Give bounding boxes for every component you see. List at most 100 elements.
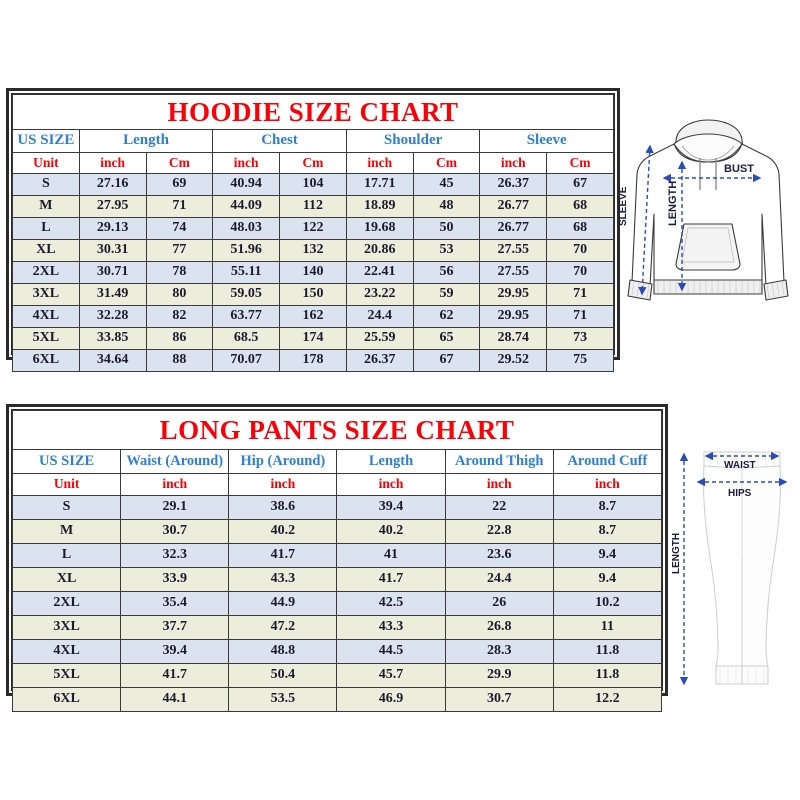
- measurement-cell: 43.3: [228, 567, 338, 592]
- measurement-cell: 8.7: [552, 519, 663, 544]
- table-row: XL 33.9 43.3 41.7 24.4 9.4: [11, 567, 663, 592]
- measurement-cell: 69: [145, 173, 214, 196]
- unit-header: inch: [120, 473, 230, 496]
- length-label: LENGTH: [667, 181, 679, 226]
- unit-header: inch: [479, 152, 548, 174]
- measurement-cell: 75: [546, 349, 614, 372]
- measurement-cell: 50: [412, 217, 481, 240]
- hoodie-chart-inner: HOODIE SIZE CHART US SIZE Length Chest Shoul…: [11, 93, 615, 372]
- pants-chart-inner: LONG PANTS SIZE CHART US SIZE Waist (Aroun…: [11, 409, 663, 712]
- size-label-cell: 2XL: [11, 591, 122, 616]
- title-row: HOODIE SIZE CHART: [12, 94, 614, 130]
- measurement-cell: 132: [279, 239, 347, 262]
- size-label-cell: 3XL: [11, 615, 122, 640]
- measurement-cell: 35.4: [120, 591, 230, 616]
- table-row: M 30.7 40.2 40.2 22.8 8.7: [11, 519, 663, 544]
- measurement-cell: 18.89: [345, 195, 414, 218]
- unit-row: Unit inch inch inch inch inch: [11, 473, 663, 496]
- us-size-header: US SIZE: [12, 129, 80, 153]
- measurement-cell: 68.5: [212, 327, 281, 350]
- measurement-cell: 8.7: [552, 495, 663, 520]
- unit-row-label: Unit: [11, 473, 122, 496]
- group-header-row: US SIZE Waist (Around) Hip (Around) Length A…: [11, 449, 663, 474]
- us-size-header: US SIZE: [11, 449, 122, 474]
- measurement-cell: 32.3: [120, 543, 230, 568]
- measurement-cell: 59.05: [212, 283, 281, 306]
- measurement-cell: 33.85: [78, 327, 147, 350]
- bust-label: BUST: [724, 163, 754, 175]
- unit-header: inch: [212, 152, 281, 174]
- measurement-cell: 34.64: [78, 349, 147, 372]
- measurement-cell: 45: [412, 173, 481, 196]
- measurement-cell: 37.7: [120, 615, 230, 640]
- table-row: 4XL 32.28 82 63.77 162 24.4 62 29.95 71: [12, 305, 614, 328]
- size-label-cell: L: [11, 543, 122, 568]
- size-label-cell: 5XL: [11, 663, 122, 688]
- measurement-cell: 178: [279, 349, 347, 372]
- measurement-cell: 26.77: [479, 217, 548, 240]
- measurement-cell: 47.2: [228, 615, 338, 640]
- group-header-waist-around: Waist (Around): [120, 449, 230, 474]
- measurement-cell: 12.2: [552, 687, 663, 712]
- unit-row: Unit inch Cm inch Cm inch Cm inch Cm: [12, 152, 614, 174]
- measurement-cell: 41.7: [120, 663, 230, 688]
- measurement-cell: 30.71: [78, 261, 147, 284]
- measurement-cell: 45.7: [336, 663, 446, 688]
- measurement-cell: 30.7: [444, 687, 554, 712]
- table-row: 6XL 34.64 88 70.07 178 26.37 67 29.52 75: [12, 349, 614, 372]
- group-header-around-thigh: Around Thigh: [444, 449, 554, 474]
- measurement-cell: 17.71: [345, 173, 414, 196]
- measurement-cell: 71: [546, 283, 614, 306]
- measurement-cell: 11: [552, 615, 663, 640]
- sleeve-dimension-arrow: [638, 144, 654, 296]
- measurement-cell: 27.55: [479, 239, 548, 262]
- measurement-cell: 53: [412, 239, 481, 262]
- measurement-cell: 104: [279, 173, 347, 196]
- group-header-sleeve: Sleeve: [479, 129, 614, 153]
- measurement-cell: 70.07: [212, 349, 281, 372]
- measurement-cell: 39.4: [336, 495, 446, 520]
- measurement-cell: 43.3: [336, 615, 446, 640]
- measurement-cell: 22.41: [345, 261, 414, 284]
- measurement-cell: 71: [145, 195, 214, 218]
- size-label-cell: M: [11, 519, 122, 544]
- table-row: 5XL 41.7 50.4 45.7 29.9 11.8: [11, 663, 663, 688]
- measurement-cell: 26.8: [444, 615, 554, 640]
- hoodie-table: HOODIE SIZE CHART US SIZE Length Chest Shoul…: [12, 94, 614, 372]
- measurement-cell: 77: [145, 239, 214, 262]
- measurement-cell: 68: [546, 217, 614, 240]
- unit-header: inch: [336, 473, 446, 496]
- measurement-cell: 23.22: [345, 283, 414, 306]
- table-row: 2XL 35.4 44.9 42.5 26 10.2: [11, 591, 663, 616]
- table-row: 2XL 30.71 78 55.11 140 22.41 56 27.55 70: [12, 261, 614, 284]
- table-row: S 29.1 38.6 39.4 22 8.7: [11, 495, 663, 520]
- size-label-cell: 2XL: [12, 261, 80, 284]
- unit-header: Cm: [145, 152, 214, 174]
- sleeve-label: SLEEVE: [618, 186, 629, 226]
- size-label-cell: 6XL: [12, 349, 80, 372]
- unit-header: Cm: [279, 152, 347, 174]
- measurement-cell: 27.95: [78, 195, 147, 218]
- measurement-cell: 70: [546, 261, 614, 284]
- measurement-cell: 32.28: [78, 305, 147, 328]
- pants-size-chart: LONG PANTS SIZE CHART US SIZE Waist (Aroun…: [6, 404, 668, 712]
- measurement-cell: 82: [145, 305, 214, 328]
- group-header-hip-around: Hip (Around): [228, 449, 338, 474]
- size-label-cell: S: [12, 173, 80, 196]
- measurement-cell: 40.2: [228, 519, 338, 544]
- unit-header: inch: [552, 473, 663, 496]
- measurement-cell: 11.8: [552, 639, 663, 664]
- measurement-cell: 22: [444, 495, 554, 520]
- measurement-cell: 27.55: [479, 261, 548, 284]
- measurement-cell: 88: [145, 349, 214, 372]
- unit-header: Cm: [412, 152, 481, 174]
- size-label-cell: XL: [11, 567, 122, 592]
- measurement-cell: 65: [412, 327, 481, 350]
- measurement-cell: 44.5: [336, 639, 446, 664]
- size-label-cell: 3XL: [12, 283, 80, 306]
- measurement-cell: 71: [546, 305, 614, 328]
- measurement-cell: 29.52: [479, 349, 548, 372]
- size-label-cell: 6XL: [11, 687, 122, 712]
- table-row: L 29.13 74 48.03 122 19.68 50 26.77 68: [12, 217, 614, 240]
- measurement-cell: 40.94: [212, 173, 281, 196]
